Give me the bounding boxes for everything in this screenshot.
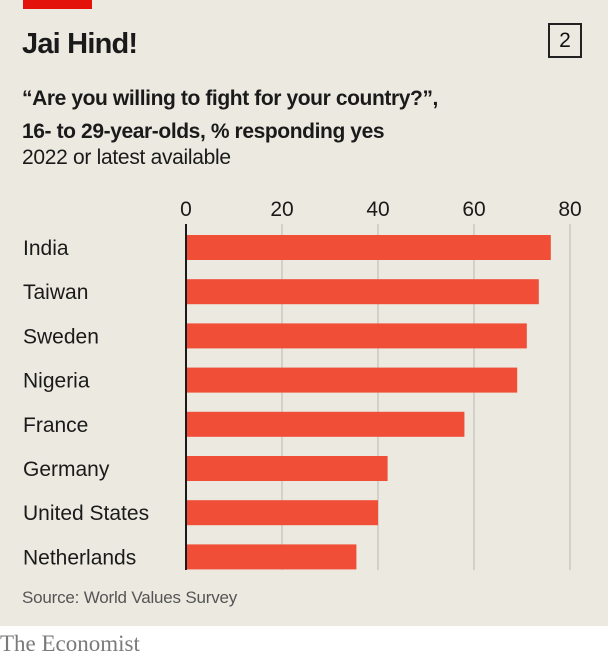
- brand-accent-bar: [23, 0, 92, 9]
- economist-logo-text: The Economist: [0, 631, 140, 656]
- chart-note: 2022 or latest available: [22, 146, 231, 169]
- category-label: France: [23, 414, 88, 437]
- bars: [186, 235, 551, 570]
- category-label: Taiwan: [23, 281, 88, 304]
- category-label: Sweden: [23, 325, 99, 348]
- chart-subtitle: “Are you willing to fight for your count…: [22, 82, 438, 148]
- bar-chart: 0 20 40 60 80 India Taiwan Sweden Nigeria France…: [23, 198, 582, 570]
- category-label: India: [23, 237, 69, 260]
- subtitle-line-2: 16- to 29-year-olds, % responding yes: [22, 120, 385, 143]
- chart-number-badge: 2: [548, 23, 582, 58]
- x-tick-label: 40: [366, 198, 389, 221]
- bar-netherlands: [186, 544, 357, 570]
- category-labels: India Taiwan Sweden Nigeria France Germany Uni…: [23, 237, 149, 569]
- bar-france: [186, 411, 465, 437]
- x-tick-label: 80: [558, 198, 581, 221]
- x-tick-label: 20: [270, 198, 293, 221]
- category-label: Nigeria: [23, 370, 90, 393]
- bar-india: [186, 235, 551, 260]
- bar-sweden: [186, 323, 527, 349]
- bar-taiwan: [186, 279, 539, 305]
- source-note: Source: World Values Survey: [22, 588, 238, 607]
- subtitle-line-1: “Are you willing to fight for your count…: [22, 87, 438, 110]
- x-tick-labels: 0 20 40 60 80: [180, 198, 582, 221]
- bar-nigeria: [186, 367, 518, 393]
- chart-title: Jai Hind!: [22, 28, 138, 60]
- x-tick-label: 60: [462, 198, 485, 221]
- category-label: Germany: [23, 458, 110, 481]
- bar-united-states: [186, 500, 378, 526]
- category-label: United States: [23, 502, 149, 525]
- x-tick-label: 0: [180, 198, 192, 221]
- bar-germany: [186, 456, 388, 481]
- category-label: Netherlands: [23, 546, 136, 569]
